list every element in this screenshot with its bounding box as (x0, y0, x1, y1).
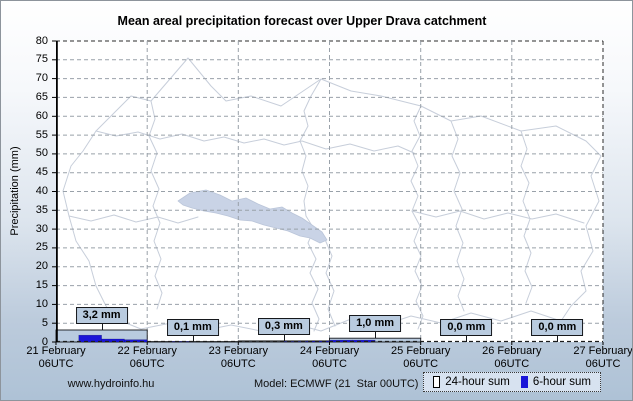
county-line (95, 130, 303, 146)
y-tick-label: 50 (35, 147, 48, 160)
plot-canvas (52, 40, 604, 345)
legend-label: 24-hour sum (445, 376, 510, 388)
y-tick-label: 40 (35, 185, 48, 197)
legend-label: 6-hour sum (532, 376, 591, 388)
county-line (68, 214, 199, 224)
y-tick-label: 45 (35, 166, 48, 179)
x-tick-date: 27 February (573, 345, 633, 357)
y-tick-label: 10 (35, 297, 48, 310)
x-tick-date: 21 February (26, 345, 86, 357)
county-line (148, 100, 163, 310)
x-tick-date: 22 February (117, 345, 177, 357)
x-tick-date: 23 February (208, 345, 268, 357)
county-line (411, 210, 585, 224)
x-tick-label: 22 February 06UTC (118, 345, 177, 371)
river-line (410, 105, 424, 330)
x-tick-label: 26 February 06UTC (482, 345, 541, 371)
legend-item: 6-hour sum (520, 376, 591, 388)
county-line (450, 120, 465, 312)
x-tick-time: 06UTC (585, 358, 621, 370)
y-axis-tick-labels: 0 5 10 15 20 25 30 35 40 45 50 55 60 65 70 75 80 (1, 35, 48, 348)
model-run-text: Model: ECMWF (21 Star 00UTC) (254, 378, 419, 390)
y-tick-label: 0 (41, 335, 48, 348)
x-tick-label: 27 February 06UTC (573, 345, 632, 371)
website-text: www.hydroinfo.hu (67, 378, 155, 390)
x-tick-label: 25 February 06UTC (391, 345, 450, 371)
y-tick-label: 20 (35, 260, 48, 273)
county-line (301, 140, 415, 154)
x-axis-tick-labels: 21 February 06UTC 22 February 06UTC 23 Febru… (26, 345, 632, 375)
x-tick-date: 25 February (391, 345, 451, 357)
chart-title: Mean areal precipitation forecast over U… (117, 14, 487, 28)
x-tick-date: 24 February (299, 345, 360, 357)
y-tick-label: 30 (35, 222, 48, 235)
x-tick-time: 06UTC (403, 358, 439, 370)
x-tick-time: 06UTC (38, 358, 74, 370)
y-tick-label: 15 (35, 279, 48, 292)
hungary-map-watermark (62, 57, 602, 332)
legend-swatch-24-hour-sum (433, 376, 441, 388)
y-tick-label: 35 (35, 203, 48, 216)
y-tick-label: 60 (35, 109, 48, 122)
y-tick-label: 5 (41, 316, 48, 329)
x-tick-time: 06UTC (494, 358, 530, 370)
x-tick-date: 26 February (482, 345, 542, 357)
plot-area: 3,2 mm 0,1 mm 0,3 mm 1,0 mm 0,0 mm 0,0 mm (52, 40, 604, 345)
y-tick-label: 25 (35, 241, 48, 254)
gridlines (56, 40, 604, 342)
legend-item: 24-hour sum (433, 376, 510, 388)
lake-balaton (177, 189, 328, 244)
axes (52, 40, 604, 345)
x-tick-label: 24 February 06UTC (300, 345, 359, 371)
x-tick-label: 21 February 06UTC (26, 345, 85, 371)
y-tick-label: 65 (35, 90, 48, 103)
country-border-outline (62, 57, 602, 332)
x-tick-time: 06UTC (312, 358, 347, 370)
river-line (299, 78, 322, 332)
legend-swatch-6-hour-sum (520, 376, 528, 388)
x-tick-time: 06UTC (129, 358, 165, 370)
y-tick-label: 55 (35, 128, 48, 141)
y-tick-label: 75 (35, 53, 48, 66)
x-tick-time: 06UTC (220, 358, 256, 370)
y-tick-label: 80 (35, 34, 48, 47)
y-tick-label: 70 (35, 72, 48, 85)
x-tick-label: 23 February 06UTC (209, 345, 268, 371)
bar-6-hour-sum (78, 334, 102, 343)
legend-box: 24-hour sum 6-hour sum (423, 372, 601, 392)
